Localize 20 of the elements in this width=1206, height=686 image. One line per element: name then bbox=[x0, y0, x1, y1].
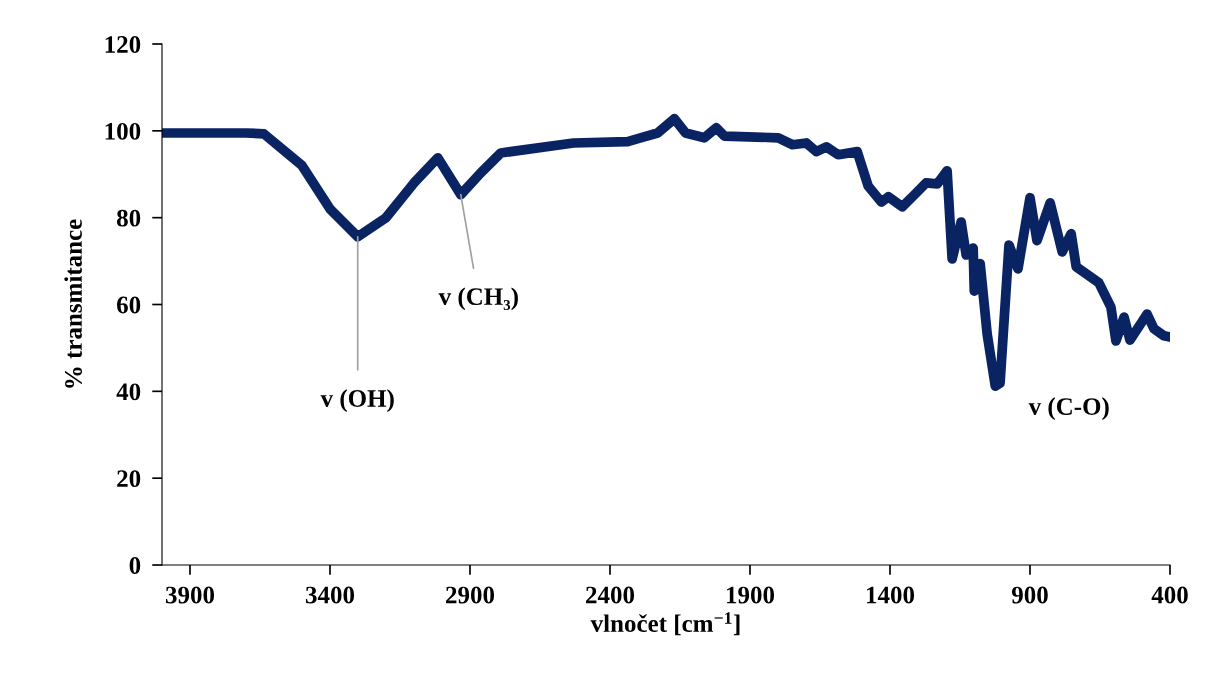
y-tick-label: 0 bbox=[129, 557, 141, 574]
x-tick-label: 900 bbox=[1011, 586, 1048, 604]
x-tick-label: 3400 bbox=[305, 586, 355, 604]
y-tick-label: 20 bbox=[117, 470, 141, 488]
annotation: v (C-O) bbox=[1028, 397, 1109, 421]
annotation: v (CH₃) bbox=[438, 287, 518, 311]
y-tick-label: 120 bbox=[105, 36, 141, 53]
x-tick-label: 1900 bbox=[727, 586, 775, 604]
y-axis-title: % transmitance bbox=[64, 219, 82, 388]
y-tick-label: 60 bbox=[117, 296, 141, 314]
annotation: v (OH) bbox=[320, 389, 394, 412]
x-tick-label: 3900 bbox=[165, 586, 215, 604]
x-tick-label: 400 bbox=[1151, 586, 1188, 604]
x-axis-title: vlnočet [cm$^{−1}$] bbox=[590, 612, 740, 636]
y-tick-label: 100 bbox=[105, 122, 141, 140]
x-tick-label: 2400 bbox=[586, 586, 635, 604]
y-tick-label: 40 bbox=[116, 383, 141, 401]
x-tick-label: 2900 bbox=[446, 586, 495, 604]
x-tick-label: 1400 bbox=[867, 586, 915, 604]
y-tick-label: 80 bbox=[117, 209, 141, 227]
